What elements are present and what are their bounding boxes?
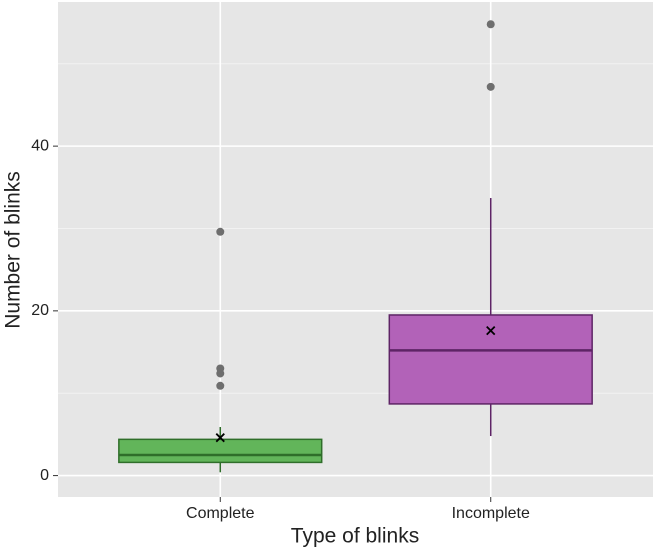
outlier xyxy=(216,381,225,390)
box xyxy=(388,314,593,405)
outlier xyxy=(486,82,495,91)
mean-stroke xyxy=(215,433,225,443)
plot-panel xyxy=(58,2,653,497)
mean-marker xyxy=(215,433,225,443)
x-tick-label: Incomplete xyxy=(452,505,530,522)
y-tick-label: 20 xyxy=(31,302,49,319)
y-tick-label: 40 xyxy=(31,137,49,154)
outlier xyxy=(216,369,225,378)
mean-marker xyxy=(486,325,496,336)
mean-stroke xyxy=(486,325,496,336)
outlier xyxy=(216,227,225,236)
x-tick-label: Complete xyxy=(186,505,255,522)
x-axis-title: Type of blinks xyxy=(291,525,419,548)
box xyxy=(118,438,323,464)
outlier xyxy=(486,20,495,29)
y-axis-title: Number of blinks xyxy=(2,171,25,329)
y-tick-label: 0 xyxy=(40,467,49,484)
